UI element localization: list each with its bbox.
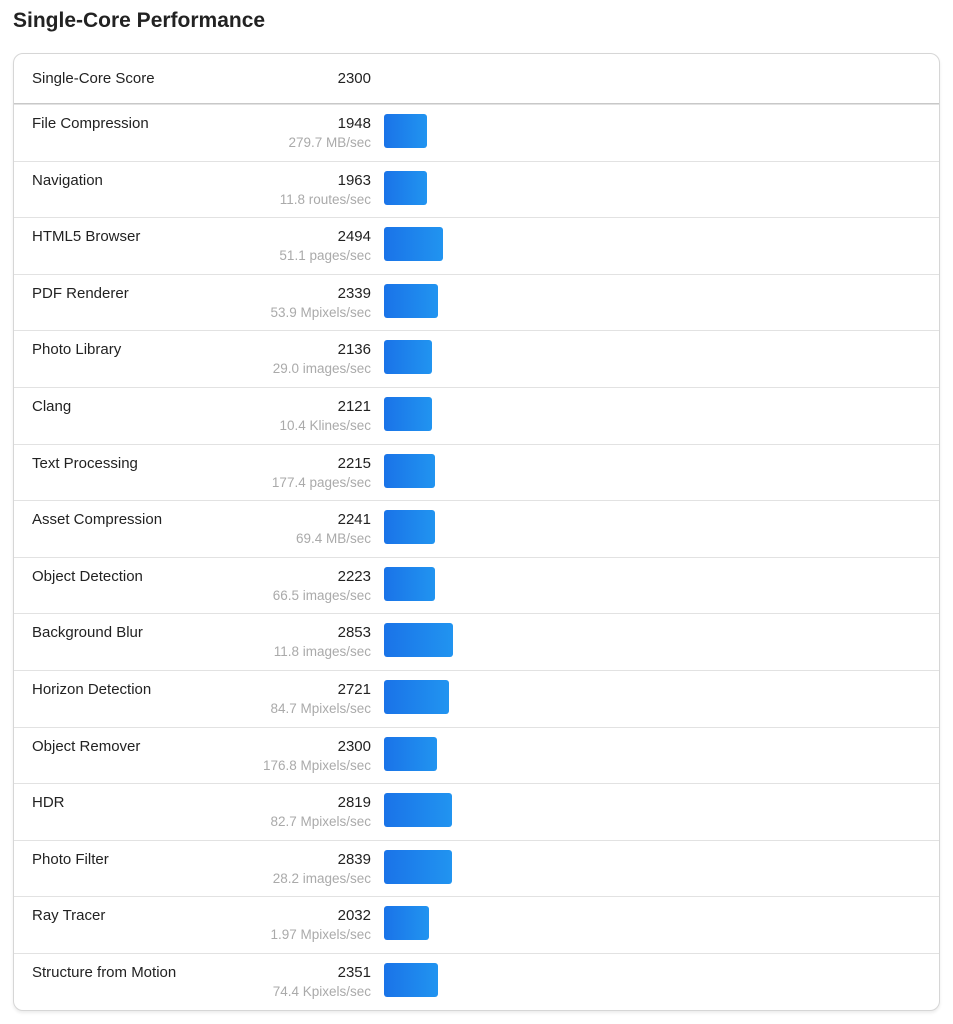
- score-bar: [384, 906, 429, 941]
- benchmark-row: Text Processing 2215 177.4 pages/sec: [14, 443, 939, 501]
- benchmark-row: Ray Tracer 2032 1.97 Mpixels/sec: [14, 896, 939, 953]
- benchmark-score: 2339: [337, 284, 371, 302]
- score-bar: [384, 283, 438, 318]
- score-bar: [384, 170, 427, 205]
- benchmark-throughput: 29.0 images/sec: [272, 361, 371, 377]
- benchmark-score: 2241: [337, 511, 371, 529]
- benchmark-throughput: 11.8 images/sec: [273, 644, 371, 660]
- score-bar: [384, 227, 443, 262]
- score-bar: [384, 793, 452, 828]
- score-bar: [384, 849, 452, 884]
- benchmark-throughput: 82.7 Mpixels/sec: [270, 814, 371, 830]
- results-table: Single-Core Score 2300 File Compression …: [13, 53, 940, 1011]
- benchmark-name: HDR: [32, 794, 65, 812]
- benchmark-throughput: 51.1 pages/sec: [279, 248, 371, 264]
- benchmark-name: Asset Compression: [32, 511, 163, 529]
- benchmark-throughput: 28.2 images/sec: [272, 870, 371, 886]
- summary-score: 2300: [337, 70, 371, 87]
- benchmark-throughput: 53.9 Mpixels/sec: [270, 304, 371, 320]
- benchmark-throughput: 66.5 images/sec: [272, 587, 371, 603]
- benchmark-name: Clang: [32, 397, 72, 415]
- score-bar: [384, 736, 437, 771]
- benchmark-score: 2223: [337, 567, 371, 585]
- benchmark-row: Navigation 1963 11.8 routes/sec: [14, 160, 939, 218]
- benchmark-score: 2300: [337, 737, 371, 755]
- benchmark-row: Photo Filter 2839 28.2 images/sec: [14, 839, 939, 897]
- benchmark-name: Object Remover: [32, 737, 141, 755]
- score-bar: [384, 396, 432, 431]
- benchmark-row: File Compression 1948 279.7 MB/sec: [14, 104, 939, 161]
- benchmark-score: 2494: [337, 228, 371, 246]
- benchmark-name: Text Processing: [32, 454, 138, 472]
- benchmark-name: Navigation: [32, 171, 103, 189]
- benchmark-score: 2351: [337, 963, 371, 981]
- benchmark-throughput: 177.4 pages/sec: [271, 474, 371, 490]
- benchmark-row: Photo Library 2136 29.0 images/sec: [14, 330, 939, 387]
- summary-label: Single-Core Score: [32, 70, 155, 87]
- score-bar: [384, 453, 435, 488]
- benchmark-name: File Compression: [32, 115, 149, 132]
- benchmark-throughput: 279.7 MB/sec: [288, 135, 371, 150]
- benchmark-row: PDF Renderer 2339 53.9 Mpixels/sec: [14, 273, 939, 331]
- benchmark-name: Horizon Detection: [32, 680, 152, 698]
- benchmark-name: Photo Library: [32, 341, 122, 359]
- benchmark-score: 2853: [337, 624, 371, 642]
- benchmark-name: Object Detection: [32, 567, 143, 585]
- summary-row: Single-Core Score 2300: [14, 54, 939, 104]
- benchmark-row: Asset Compression 2241 69.4 MB/sec: [14, 500, 939, 557]
- benchmark-row: HTML5 Browser 2494 51.1 pages/sec: [14, 217, 939, 274]
- benchmark-row: Clang 2121 10.4 Klines/sec: [14, 386, 939, 444]
- score-bar: [384, 679, 449, 714]
- benchmark-row: Background Blur 2853 11.8 images/sec: [14, 613, 939, 670]
- benchmark-name: HTML5 Browser: [32, 228, 141, 246]
- benchmark-name: Background Blur: [32, 624, 143, 642]
- benchmark-name: PDF Renderer: [32, 284, 129, 302]
- score-bar: [384, 566, 435, 601]
- score-bar: [384, 962, 438, 997]
- benchmark-throughput: 11.8 routes/sec: [279, 191, 371, 207]
- benchmark-row: Horizon Detection 2721 84.7 Mpixels/sec: [14, 669, 939, 727]
- benchmark-score: 2819: [337, 794, 371, 812]
- benchmark-row: Structure from Motion 2351 74.4 Kpixels/…: [14, 952, 939, 1010]
- benchmark-score: 2136: [337, 341, 371, 359]
- benchmark-name: Photo Filter: [32, 850, 109, 868]
- benchmark-score: 2215: [337, 454, 371, 472]
- score-bar: [384, 114, 427, 148]
- benchmark-throughput: 84.7 Mpixels/sec: [270, 700, 371, 716]
- benchmark-throughput: 69.4 MB/sec: [295, 531, 371, 547]
- benchmark-row: Object Remover 2300 176.8 Mpixels/sec: [14, 726, 939, 784]
- benchmark-throughput: 74.4 Kpixels/sec: [272, 983, 371, 999]
- benchmark-throughput: 176.8 Mpixels/sec: [262, 757, 371, 773]
- score-bar: [384, 510, 435, 545]
- benchmark-name: Structure from Motion: [32, 963, 177, 981]
- benchmark-score: 2839: [337, 850, 371, 868]
- benchmark-row: Object Detection 2223 66.5 images/sec: [14, 556, 939, 614]
- benchmark-row: HDR 2819 82.7 Mpixels/sec: [14, 783, 939, 840]
- benchmark-score: 1948: [337, 115, 371, 132]
- page-title: Single-Core Performance: [13, 9, 266, 32]
- benchmark-score: 2121: [337, 397, 371, 415]
- score-bar: [384, 340, 432, 375]
- benchmark-name: Ray Tracer: [32, 907, 106, 925]
- benchmark-score: 1963: [337, 171, 371, 189]
- benchmark-throughput: 1.97 Mpixels/sec: [270, 927, 371, 943]
- benchmark-score: 2721: [337, 680, 371, 698]
- benchmark-score: 2032: [337, 907, 371, 925]
- benchmark-throughput: 10.4 Klines/sec: [279, 417, 371, 433]
- score-bar: [384, 623, 453, 658]
